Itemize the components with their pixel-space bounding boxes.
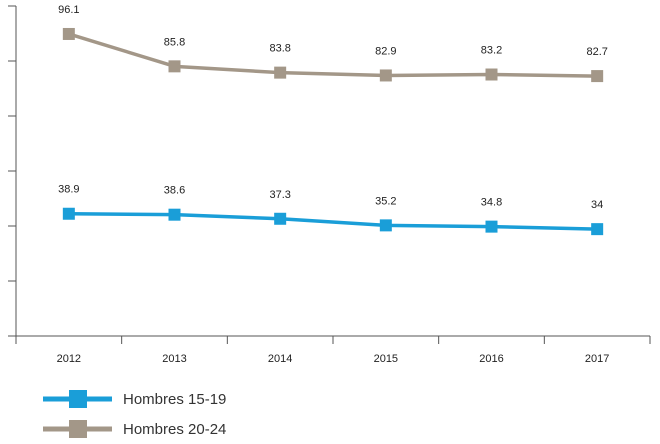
legend: Hombres 15-19 Hombres 20-24: [40, 384, 226, 444]
x-axis-ticks: [15, 336, 651, 344]
y-axis-ticks: [8, 5, 16, 337]
data-label: 34: [591, 199, 603, 211]
data-point: [274, 212, 287, 225]
x-tick-label: 2017: [585, 353, 609, 365]
data-point: [168, 208, 181, 221]
data-label: 82.7: [586, 46, 607, 58]
x-tick-label: 2016: [479, 353, 503, 365]
data-label: 83.2: [481, 45, 502, 57]
data-label: 37.3: [269, 189, 290, 201]
legend-label-series-1: Hombres 15-19: [123, 390, 227, 408]
data-point: [168, 60, 181, 73]
data-point: [485, 220, 498, 233]
data-point: [62, 27, 75, 40]
series-layer: 38.9 38.6 37.3 35.2 34.8 34 96.1 85.8 83.8 82.9 83…: [58, 4, 608, 236]
data-label: 82.9: [375, 45, 396, 57]
line-chart: 2012 2013 2014 2015 2016 2017 38.9 38.6 37.3 35.…: [8, 4, 651, 365]
legend-item-series-1: Hombres 15-19: [40, 384, 226, 414]
series-1: 38.9 38.6 37.3 35.2 34.8 34: [58, 184, 604, 236]
data-label: 34.8: [481, 197, 502, 209]
legend-swatch-series-1: [43, 390, 112, 408]
x-tick-label: 2015: [374, 353, 398, 365]
x-tick-label: 2014: [268, 353, 292, 365]
series-2: 96.1 85.8 83.8 82.9 83.2 82.7: [58, 4, 608, 83]
series-line: [68, 32, 598, 78]
data-point: [274, 66, 287, 79]
data-point: [379, 219, 392, 232]
data-label: 96.1: [58, 4, 79, 16]
data-point: [591, 70, 604, 83]
x-tick-label: 2013: [162, 353, 186, 365]
data-label: 38.6: [164, 185, 185, 197]
legend-swatch-series-2: [43, 420, 112, 438]
data-point: [591, 223, 604, 236]
data-point: [379, 69, 392, 82]
data-label: 38.9: [58, 184, 79, 196]
data-point: [485, 68, 498, 81]
data-point: [62, 207, 75, 220]
series-line: [68, 211, 598, 231]
legend-item-series-2: Hombres 20-24: [40, 414, 226, 444]
x-tick-label: 2012: [57, 353, 81, 365]
data-label: 35.2: [375, 195, 396, 207]
x-axis-tick-labels: 2012 2013 2014 2015 2016 2017: [57, 353, 610, 365]
data-label: 85.8: [164, 36, 185, 48]
data-label: 83.8: [269, 43, 290, 55]
legend-label-series-2: Hombres 20-24: [123, 420, 227, 438]
